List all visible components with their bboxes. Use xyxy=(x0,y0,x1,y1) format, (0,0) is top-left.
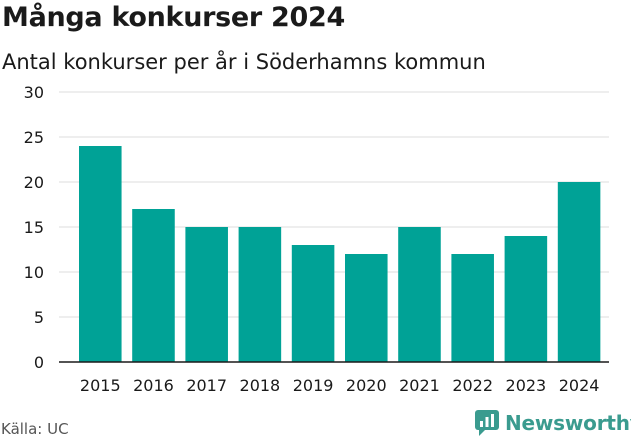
x-tick-label: 2019 xyxy=(293,376,334,395)
x-tick-label: 2023 xyxy=(506,376,547,395)
brand-name: Newsworthy xyxy=(505,411,631,435)
chart-title: Många konkurser 2024 xyxy=(2,2,345,33)
bar xyxy=(504,236,548,362)
x-tick-label: 2018 xyxy=(240,376,281,395)
bar xyxy=(132,209,175,362)
bar xyxy=(557,182,601,362)
bar xyxy=(185,227,228,362)
bar xyxy=(345,254,388,362)
source-note: Källa: UC xyxy=(1,420,69,438)
y-tick-label: 25 xyxy=(24,128,44,147)
bar xyxy=(291,245,335,362)
y-tick-label: 0 xyxy=(34,353,44,372)
chart-subtitle: Antal konkurser per år i Söderhamns komm… xyxy=(2,50,486,74)
y-tick-label: 20 xyxy=(24,173,44,192)
bar xyxy=(451,254,494,362)
y-tick-label: 15 xyxy=(24,218,44,237)
bar xyxy=(238,227,282,362)
x-tick-label: 2022 xyxy=(452,376,493,395)
x-tick-label: 2020 xyxy=(346,376,387,395)
y-tick-label: 10 xyxy=(24,263,44,282)
y-tick-label: 5 xyxy=(34,308,44,327)
bar-chart: 0 5 10 15 20 25 30 2015 2016 2017 2018 2019 2020 2021… xyxy=(24,83,609,395)
y-tick-label: 30 xyxy=(24,83,44,102)
newsworthy-logo: Newsworthy xyxy=(475,408,631,438)
newsworthy-logo-icon xyxy=(475,410,499,436)
x-tick-label: 2021 xyxy=(399,376,440,395)
x-tick-label: 2017 xyxy=(186,376,227,395)
x-tick-label: 2024 xyxy=(559,376,600,395)
x-tick-label: 2015 xyxy=(80,376,121,395)
bar xyxy=(79,146,122,362)
bar xyxy=(398,227,441,362)
x-tick-label: 2016 xyxy=(133,376,174,395)
